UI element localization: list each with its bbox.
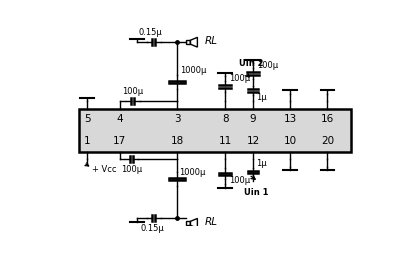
Text: Uin 1: Uin 1 (244, 188, 268, 197)
Text: 20: 20 (321, 136, 334, 146)
Text: 5: 5 (84, 115, 90, 124)
Text: 0.15μ: 0.15μ (139, 28, 163, 37)
Text: 0.15μ: 0.15μ (140, 224, 164, 233)
Text: RL: RL (205, 217, 218, 227)
Text: 12: 12 (246, 136, 260, 146)
Text: 1000μ: 1000μ (180, 66, 206, 75)
Text: 100μ: 100μ (122, 87, 143, 96)
Text: 11: 11 (218, 136, 232, 146)
Text: 100μ: 100μ (229, 74, 250, 83)
Text: 16: 16 (321, 115, 334, 124)
Text: 13: 13 (284, 115, 297, 124)
Text: RL: RL (205, 36, 218, 46)
Text: 100μ: 100μ (257, 61, 278, 70)
Text: 8: 8 (222, 115, 228, 124)
Text: 1μ: 1μ (256, 93, 267, 102)
FancyBboxPatch shape (80, 109, 351, 152)
Text: 9: 9 (250, 115, 256, 124)
Text: 4: 4 (116, 115, 123, 124)
Text: Uin 2: Uin 2 (239, 59, 264, 68)
Text: 100μ: 100μ (229, 176, 250, 185)
Text: 10: 10 (284, 136, 297, 146)
Text: 3: 3 (174, 115, 180, 124)
Text: 100μ: 100μ (121, 165, 142, 174)
Text: 1: 1 (84, 136, 90, 146)
Text: 17: 17 (113, 136, 126, 146)
Text: 18: 18 (170, 136, 184, 146)
Text: 1000μ: 1000μ (180, 168, 206, 177)
Text: 1μ: 1μ (256, 159, 267, 168)
Text: + Vcc: + Vcc (92, 165, 116, 174)
